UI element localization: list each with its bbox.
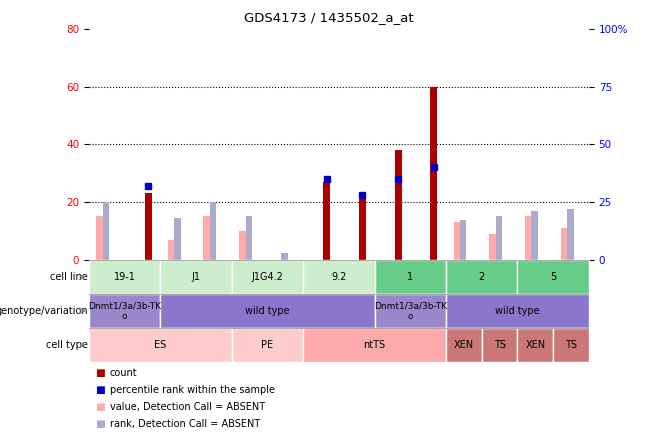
Text: count: count (110, 368, 138, 378)
Bar (430, 87, 438, 260)
Bar (303, 260, 374, 294)
Bar (567, 209, 574, 260)
Bar (232, 260, 303, 294)
Bar (89, 294, 161, 328)
Text: wild type: wild type (495, 306, 540, 316)
Text: cell type: cell type (46, 340, 88, 350)
Bar (174, 218, 181, 260)
Text: genotype/variation: genotype/variation (0, 306, 88, 316)
Text: Dnmt1/3a/3b-TK
o: Dnmt1/3a/3b-TK o (374, 301, 447, 321)
Bar (145, 194, 151, 260)
Text: ES: ES (154, 340, 166, 350)
Bar (359, 199, 366, 260)
Bar (517, 260, 589, 294)
Bar (161, 260, 232, 294)
Text: cell line: cell line (51, 272, 88, 282)
Bar (103, 202, 109, 260)
Text: percentile rank within the sample: percentile rank within the sample (110, 385, 275, 395)
Bar (482, 328, 517, 362)
Text: TS: TS (565, 340, 577, 350)
Bar (446, 328, 482, 362)
Text: wild type: wild type (245, 306, 290, 316)
Bar (374, 260, 446, 294)
Text: value, Detection Call = ABSENT: value, Detection Call = ABSENT (110, 402, 265, 412)
Bar (323, 182, 330, 260)
Bar (203, 217, 210, 260)
Text: 19-1: 19-1 (114, 272, 136, 282)
Text: J1G4.2: J1G4.2 (251, 272, 284, 282)
Bar (446, 260, 517, 294)
Text: PE: PE (261, 340, 274, 350)
Text: 5: 5 (550, 272, 556, 282)
Bar (303, 328, 446, 362)
Text: GDS4173 / 1435502_a_at: GDS4173 / 1435502_a_at (244, 11, 414, 24)
Bar (453, 222, 460, 260)
Bar (240, 231, 245, 260)
Bar (517, 328, 553, 362)
Text: XEN: XEN (525, 340, 545, 350)
Bar (460, 221, 467, 260)
Bar (495, 216, 502, 260)
Text: ■: ■ (95, 402, 105, 412)
Bar (161, 294, 374, 328)
Bar (490, 234, 495, 260)
Bar (89, 260, 161, 294)
Text: XEN: XEN (454, 340, 474, 350)
Bar (446, 294, 589, 328)
Text: TS: TS (494, 340, 505, 350)
Bar (525, 217, 532, 260)
Bar (245, 216, 252, 260)
Bar (553, 328, 589, 362)
Text: ■: ■ (95, 385, 105, 395)
Bar (561, 228, 567, 260)
Bar (168, 240, 174, 260)
Text: 2: 2 (478, 272, 485, 282)
Text: Dnmt1/3a/3b-TK
o: Dnmt1/3a/3b-TK o (88, 301, 161, 321)
Text: J1: J1 (191, 272, 201, 282)
Text: 1: 1 (407, 272, 413, 282)
Text: rank, Detection Call = ABSENT: rank, Detection Call = ABSENT (110, 419, 260, 428)
Bar (532, 211, 538, 260)
Bar (282, 253, 288, 260)
Text: ntTS: ntTS (363, 340, 386, 350)
Bar (395, 150, 401, 260)
Bar (89, 328, 232, 362)
Bar (374, 294, 446, 328)
Text: 9.2: 9.2 (331, 272, 347, 282)
Bar (232, 328, 303, 362)
Text: ■: ■ (95, 419, 105, 428)
Bar (96, 217, 103, 260)
Text: ■: ■ (95, 368, 105, 378)
Bar (210, 202, 216, 260)
